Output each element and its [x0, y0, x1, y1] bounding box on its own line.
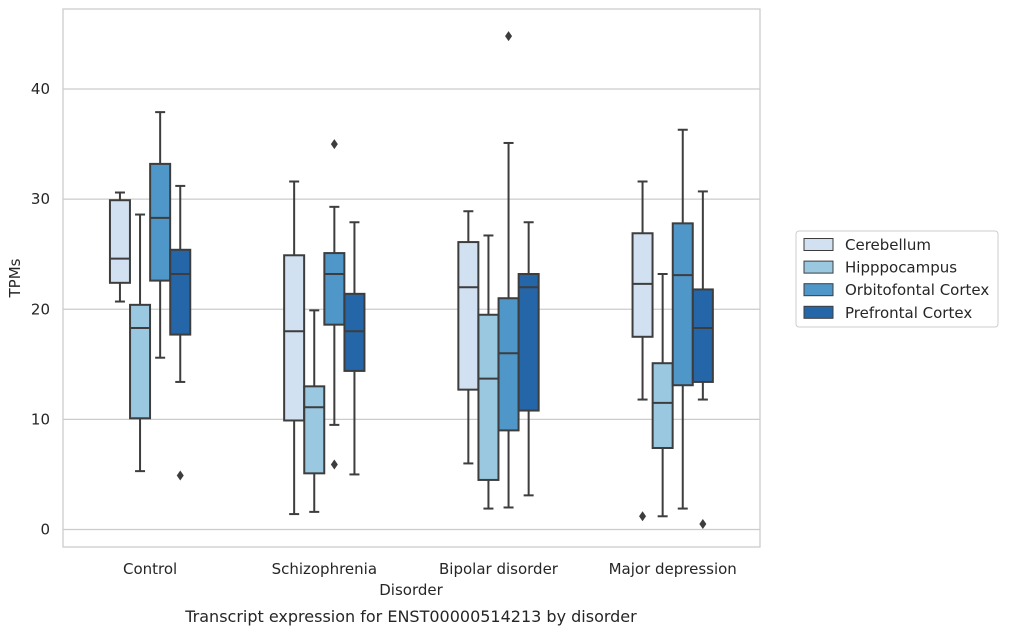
box-hipppocampus	[651, 273, 674, 518]
legend-swatch	[803, 283, 834, 297]
box-body	[517, 273, 540, 412]
x-tick-label: Control	[123, 560, 177, 578]
x-tick-label: Bipolar disorder	[439, 560, 559, 578]
outlier-point	[330, 459, 338, 470]
box-body	[169, 248, 192, 336]
box-prefrontal-cortex	[169, 184, 192, 481]
y-tick-labels: 0 10 20 30 40	[31, 80, 50, 539]
y-tick-label: 40	[31, 80, 50, 98]
box-body	[149, 162, 172, 282]
legend-swatch	[803, 305, 834, 319]
x-tick-label: Schizophrenia	[272, 560, 377, 578]
x-tick-labels: Control Schizophrenia Bipolar disorder Majo…	[123, 560, 737, 578]
box-cerebellum	[108, 191, 131, 303]
box-cerebellum	[457, 210, 480, 465]
box-hipppocampus	[477, 234, 500, 510]
outlier-point	[176, 470, 184, 481]
box-cerebellum	[631, 180, 654, 522]
y-axis-label: TPMs	[6, 258, 24, 298]
box-orbitofontal-cortex	[671, 128, 694, 510]
box-body	[457, 241, 480, 391]
legend-label: Prefrontal Cortex	[845, 304, 972, 322]
y-tick-label: 0	[40, 521, 50, 539]
box-body	[497, 297, 520, 432]
box-body	[323, 252, 346, 326]
y-tick-label: 30	[31, 190, 50, 208]
legend-label: Cerebellum	[845, 236, 931, 254]
box-body	[303, 385, 326, 475]
box-series	[108, 31, 714, 529]
box-body	[631, 232, 654, 338]
box-body	[129, 303, 152, 420]
legend-frame	[795, 230, 999, 328]
grid-lines	[63, 88, 760, 531]
chart-caption: Transcript expression for ENST0000051421…	[184, 607, 637, 626]
box-orbitofontal-cortex	[323, 139, 346, 470]
box-body	[108, 199, 131, 284]
plot-frame	[62, 8, 761, 548]
box-prefrontal-cortex	[517, 221, 540, 497]
box-hipppocampus	[303, 309, 326, 513]
box-body	[651, 362, 674, 450]
x-tick-label: Major depression	[609, 560, 737, 578]
outlier-point	[639, 511, 647, 522]
legend: Cerebellum Hipppocampus Orbitofontal Corte…	[795, 230, 999, 328]
legend-label: Orbitofontal Cortex	[845, 281, 989, 299]
box-cerebellum	[283, 180, 306, 516]
box-orbitofontal-cortex	[149, 111, 172, 359]
legend-swatch	[803, 238, 834, 251]
outlier-point	[330, 139, 338, 150]
box-prefrontal-cortex	[343, 221, 366, 476]
box-body	[691, 288, 714, 383]
box-orbitofontal-cortex	[497, 31, 520, 509]
y-tick-label: 20	[31, 300, 50, 318]
legend-label: Hipppocampus	[845, 259, 957, 277]
x-axis-label: Disorder	[379, 581, 443, 599]
box-hipppocampus	[129, 213, 152, 473]
box-body	[283, 254, 306, 422]
box-body	[477, 313, 500, 481]
box-prefrontal-cortex	[691, 190, 714, 529]
box-body	[671, 222, 694, 387]
outlier-point	[505, 31, 513, 42]
box-body	[343, 292, 366, 372]
legend-swatch	[803, 260, 834, 274]
y-tick-label: 10	[31, 410, 50, 428]
outlier-point	[699, 518, 707, 529]
